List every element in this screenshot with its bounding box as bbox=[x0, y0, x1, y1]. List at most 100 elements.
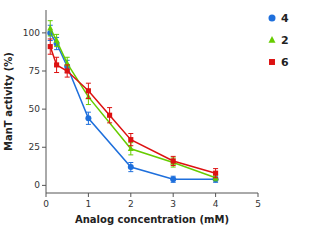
y-tick-label: 100 bbox=[23, 28, 40, 38]
data-point bbox=[54, 62, 59, 67]
error-bar-cap bbox=[86, 112, 91, 113]
data-point bbox=[128, 164, 134, 170]
error-bar-cap bbox=[86, 124, 91, 125]
error-bar-cap bbox=[54, 49, 59, 50]
series bbox=[48, 39, 218, 178]
x-tick bbox=[88, 193, 89, 197]
error-bar-cap bbox=[107, 107, 112, 108]
x-tick bbox=[215, 193, 216, 197]
data-point bbox=[54, 37, 60, 43]
data-point bbox=[107, 113, 112, 118]
error-bar-cap bbox=[54, 34, 59, 35]
error-bar-cap bbox=[54, 72, 59, 73]
error-bar bbox=[48, 21, 53, 36]
y-tick bbox=[42, 32, 46, 33]
error-bar bbox=[107, 108, 112, 123]
legend-marker bbox=[269, 59, 275, 65]
error-bar-cap bbox=[213, 168, 218, 169]
y-tick bbox=[42, 109, 46, 110]
error-bar bbox=[128, 163, 133, 172]
x-tick bbox=[130, 193, 131, 197]
error-bar-cap bbox=[86, 98, 91, 99]
x-tick bbox=[258, 193, 259, 197]
data-point bbox=[64, 60, 70, 66]
data-point bbox=[213, 171, 218, 176]
error-bar-cap bbox=[171, 165, 176, 166]
error-bar-cap bbox=[48, 20, 53, 21]
data-point bbox=[170, 176, 176, 182]
chart: 0123450255075100Analog concentration (mM… bbox=[0, 0, 320, 231]
error-bar bbox=[171, 158, 176, 167]
x-tick-label: 4 bbox=[213, 199, 219, 209]
y-tick-label: 50 bbox=[29, 104, 41, 114]
error-bar-cap bbox=[128, 145, 133, 146]
legend: 4 2 6 bbox=[269, 12, 290, 69]
error-bar-cap bbox=[171, 167, 176, 168]
data-point bbox=[47, 25, 53, 31]
error-bar bbox=[171, 156, 176, 165]
plot-area bbox=[47, 21, 218, 183]
series-line bbox=[50, 28, 215, 177]
error-bar bbox=[86, 83, 91, 98]
x-tick-label: 2 bbox=[128, 199, 134, 209]
error-bar-cap bbox=[54, 57, 59, 58]
y-axis-line bbox=[46, 10, 47, 193]
y-tick-label: 0 bbox=[34, 180, 40, 190]
legend-label: 4 bbox=[281, 12, 289, 25]
series bbox=[47, 21, 218, 181]
legend-label: 6 bbox=[281, 56, 289, 69]
error-bar-cap bbox=[171, 156, 176, 157]
error-bar bbox=[65, 65, 70, 77]
x-tick bbox=[46, 193, 47, 197]
x-tick-label: 3 bbox=[170, 199, 176, 209]
error-bar-cap bbox=[65, 77, 70, 78]
data-point bbox=[86, 88, 91, 93]
series-line bbox=[50, 33, 215, 179]
x-tick bbox=[173, 193, 174, 197]
y-tick-label: 25 bbox=[29, 142, 40, 152]
error-bar-cap bbox=[86, 104, 91, 105]
y-tick bbox=[42, 71, 46, 72]
x-axis-line bbox=[46, 193, 258, 194]
error-bar-cap bbox=[213, 177, 218, 178]
x-axis-label: Analog concentration (mM) bbox=[75, 214, 229, 225]
x-tick-label: 5 bbox=[255, 199, 261, 209]
series bbox=[47, 25, 218, 182]
error-bar-cap bbox=[48, 35, 53, 36]
data-point bbox=[85, 115, 91, 121]
error-bar-cap bbox=[107, 122, 112, 123]
error-bar-cap bbox=[86, 83, 91, 84]
x-tick-label: 1 bbox=[86, 199, 92, 209]
data-point bbox=[65, 68, 70, 73]
data-point bbox=[171, 158, 176, 163]
error-bar bbox=[171, 176, 176, 182]
data-point bbox=[128, 145, 134, 151]
error-bar-cap bbox=[48, 38, 53, 39]
error-bar bbox=[128, 134, 133, 146]
legend-label: 2 bbox=[281, 34, 289, 47]
error-bar bbox=[86, 112, 91, 124]
error-bar-cap bbox=[128, 133, 133, 134]
error-bar-cap bbox=[128, 171, 133, 172]
error-bar bbox=[54, 34, 59, 46]
x-tick-label: 0 bbox=[43, 199, 49, 209]
error-bar-cap bbox=[213, 180, 218, 181]
error-bar-cap bbox=[48, 54, 53, 55]
y-tick bbox=[42, 185, 46, 186]
error-bar-cap bbox=[54, 46, 59, 47]
legend-marker bbox=[269, 15, 276, 22]
data-point bbox=[48, 44, 53, 49]
y-tick-label: 75 bbox=[29, 66, 40, 76]
error-bar bbox=[213, 169, 218, 178]
legend-marker bbox=[269, 36, 276, 43]
error-bar-cap bbox=[128, 154, 133, 155]
y-tick bbox=[42, 147, 46, 148]
error-bar-cap bbox=[65, 64, 70, 65]
error-bar bbox=[48, 39, 53, 54]
data-point bbox=[128, 137, 133, 142]
series-line bbox=[50, 47, 215, 174]
error-bar bbox=[54, 57, 59, 72]
y-axis-label: ManT activity (%) bbox=[3, 52, 14, 151]
error-bar-cap bbox=[128, 162, 133, 163]
error-bar-cap bbox=[65, 57, 70, 58]
